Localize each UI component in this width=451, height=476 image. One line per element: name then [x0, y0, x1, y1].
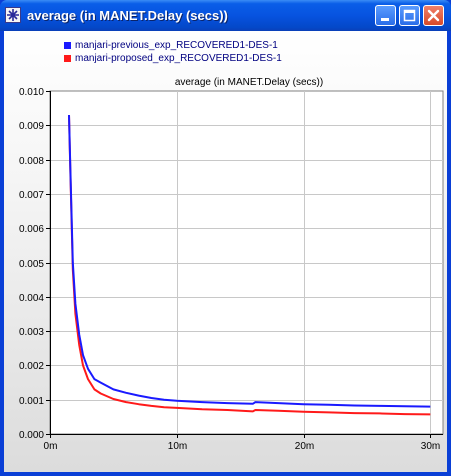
title-bar[interactable]: average (in MANET.Delay (secs)) — [0, 0, 451, 31]
chart-title: average (in MANET.Delay (secs)) — [174, 77, 324, 88]
y-tick-label: 0.009 — [19, 121, 44, 132]
plot-background — [49, 90, 444, 435]
y-tick-label: 0.004 — [19, 293, 44, 304]
window-border — [0, 472, 451, 476]
legend: manjari-previous_exp_RECOVERED1-DES-1 ma… — [64, 39, 282, 65]
y-tick-label: 0.007 — [19, 190, 44, 201]
minimize-icon — [381, 18, 389, 21]
maximize-button[interactable] — [399, 5, 420, 26]
minimize-button[interactable] — [375, 5, 396, 26]
y-tick-label: 0.002 — [19, 361, 44, 372]
y-tick-label: 0.003 — [19, 327, 44, 338]
y-tick-label: 0.001 — [19, 396, 44, 407]
maximize-icon — [403, 9, 416, 22]
app-icon[interactable] — [5, 7, 21, 23]
x-tick-label: 30m — [421, 441, 440, 452]
legend-swatch — [64, 42, 71, 49]
y-tick-label: 0.006 — [19, 224, 44, 235]
chart-area: manjari-previous_exp_RECOVERED1-DES-1 ma… — [4, 31, 447, 472]
y-tick-label: 0.000 — [19, 430, 44, 441]
legend-item: manjari-proposed_exp_RECOVERED1-DES-1 — [64, 52, 282, 65]
x-tick-label: 20m — [295, 441, 314, 452]
x-tick-label: 10m — [168, 441, 187, 452]
legend-label: manjari-proposed_exp_RECOVERED1-DES-1 — [75, 53, 282, 64]
close-icon — [427, 9, 440, 22]
legend-swatch — [64, 55, 71, 62]
y-tick-label: 0.005 — [19, 259, 44, 270]
y-tick-label: 0.008 — [19, 156, 44, 167]
legend-item: manjari-previous_exp_RECOVERED1-DES-1 — [64, 39, 282, 52]
window-title: average (in MANET.Delay (secs)) — [27, 8, 228, 23]
legend-label: manjari-previous_exp_RECOVERED1-DES-1 — [75, 40, 278, 51]
y-tick-label: 0.010 — [19, 87, 44, 98]
line-chart: 0.000 0.001 0.002 0.003 0.004 0.005 0.006 0.007… — [19, 87, 444, 452]
series-line-proposed — [68, 114, 431, 416]
x-tick-label: 0m — [44, 441, 58, 452]
series-line-previous — [68, 114, 431, 408]
close-button[interactable] — [423, 5, 444, 26]
